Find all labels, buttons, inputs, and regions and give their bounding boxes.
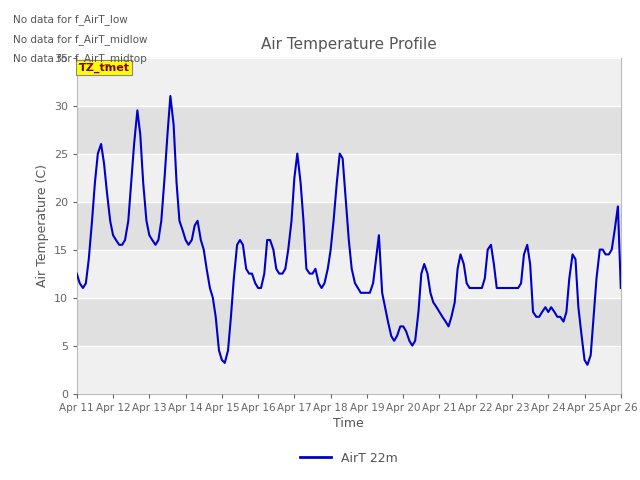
Bar xyxy=(77,58,621,106)
Text: TZ_tmet: TZ_tmet xyxy=(79,62,130,72)
Bar xyxy=(77,298,621,346)
Bar xyxy=(77,346,621,394)
X-axis label: Time: Time xyxy=(333,417,364,430)
Title: Air Temperature Profile: Air Temperature Profile xyxy=(261,37,436,52)
Y-axis label: Air Temperature (C): Air Temperature (C) xyxy=(36,164,49,287)
Bar xyxy=(77,250,621,298)
Text: No data for f_AirT_low: No data for f_AirT_low xyxy=(13,14,127,25)
Text: No data for f_AirT_midtop: No data for f_AirT_midtop xyxy=(13,53,147,64)
Text: No data for f_AirT_midlow: No data for f_AirT_midlow xyxy=(13,34,147,45)
Bar xyxy=(77,202,621,250)
Legend: AirT 22m: AirT 22m xyxy=(295,447,403,470)
Bar xyxy=(77,154,621,202)
Bar xyxy=(77,106,621,154)
